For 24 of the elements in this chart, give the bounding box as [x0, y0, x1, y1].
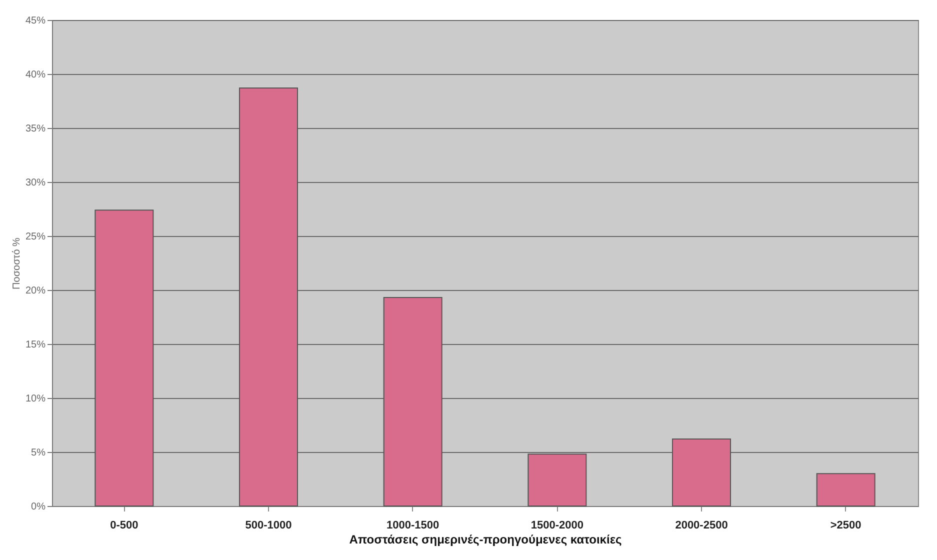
- bar: [672, 438, 731, 506]
- y-tick-label: 20%: [25, 286, 46, 296]
- x-axis-title: Αποστάσεις σημερινές-προηγούμενες κατοικίες: [349, 532, 622, 546]
- y-tick-label: 15%: [25, 340, 46, 350]
- y-tick-label: 0%: [31, 502, 46, 512]
- bar: [239, 88, 298, 506]
- y-tick-label: 35%: [25, 124, 46, 134]
- bar: [816, 473, 876, 506]
- bar: [94, 210, 154, 506]
- x-tick-label: 0-500: [110, 520, 138, 532]
- y-tick-label: 30%: [25, 178, 46, 188]
- y-axis-title: Ποσοστό %: [11, 237, 22, 290]
- y-tick-label: 25%: [25, 232, 46, 242]
- x-tick-label: 1000-1500: [386, 520, 440, 532]
- bar: [528, 454, 587, 506]
- bar: [383, 297, 442, 506]
- y-tick-label: 45%: [25, 16, 46, 26]
- x-tick-label: 1500-2000: [530, 520, 584, 532]
- y-tick-label: 40%: [25, 70, 46, 80]
- y-tick-label: 5%: [31, 448, 46, 458]
- x-tick-label: 2000-2500: [675, 520, 728, 532]
- x-tick-label: >2500: [830, 520, 862, 532]
- x-tick-label: 500-1000: [245, 520, 292, 532]
- y-tick-label: 10%: [25, 394, 46, 404]
